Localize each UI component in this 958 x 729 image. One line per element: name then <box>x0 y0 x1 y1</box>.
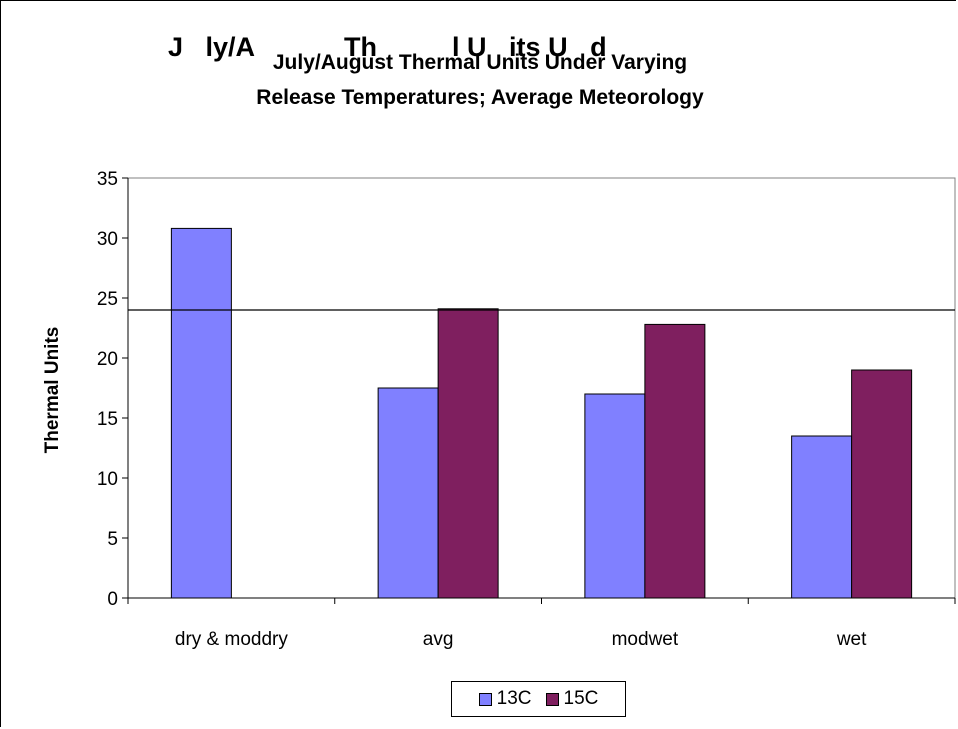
y-axis-label: Thermal Units <box>42 327 63 454</box>
y-tick-label-25: 25 <box>97 289 118 310</box>
bar-13c-1 <box>377 387 439 599</box>
bar-13c-0 <box>170 227 232 599</box>
y-tick-label-10: 10 <box>97 469 118 490</box>
x-tick-label-3: wet <box>836 629 867 650</box>
x-tick-label-2: modwet <box>612 629 679 650</box>
bar-15c-2 <box>644 323 706 599</box>
x-tick-label-1: avg <box>423 629 454 650</box>
y-tick-label-5: 5 <box>107 529 118 550</box>
y-tick-label-30: 30 <box>97 229 118 250</box>
chart-legend: 13C 15C <box>451 681 626 717</box>
y-tick-label-35: 35 <box>97 169 118 190</box>
bar-13c-3 <box>791 435 853 599</box>
y-tick-label-20: 20 <box>97 349 118 370</box>
legend-item-13c: 13C <box>478 688 532 710</box>
legend-label-13c: 13C <box>496 688 532 709</box>
legend-swatch-13c <box>478 692 492 706</box>
chart-title-overlap-text: J ly/A Th l U its U d <box>168 32 607 62</box>
legend-swatch-15c <box>545 692 559 706</box>
chart-subtitle: Release Temperatures; Average Meteorolog… <box>256 86 704 109</box>
chart-title: July/August Thermal Units Under Varying <box>272 51 688 74</box>
legend-label-15c: 15C <box>563 688 599 709</box>
bar-15c-3 <box>851 369 913 599</box>
bar-15c-1 <box>437 308 499 599</box>
y-tick-label-0: 0 <box>107 589 118 610</box>
y-tick-label-15: 15 <box>97 409 118 430</box>
legend-item-15c: 15C <box>545 688 599 710</box>
bar-13c-2 <box>584 393 646 599</box>
x-tick-label-0: dry & moddry <box>175 629 288 650</box>
